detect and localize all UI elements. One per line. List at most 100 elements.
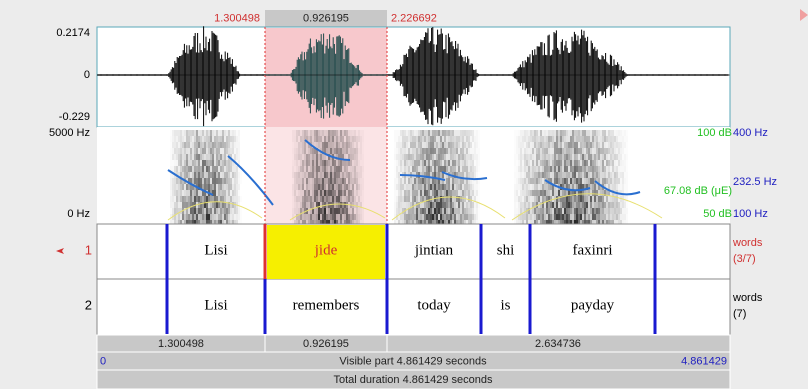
spectrogram-cell	[180, 142, 182, 148]
spectrogram-cell	[580, 136, 582, 142]
spectrogram-cell	[560, 166, 562, 172]
spectrogram-cell	[478, 130, 480, 136]
spectrogram-cell	[564, 136, 566, 142]
spectrogram-cell	[556, 208, 558, 214]
spectrogram-cell	[234, 196, 236, 202]
spectrogram-cell	[358, 142, 360, 148]
spectrogram-cell	[228, 160, 230, 166]
spectrogram-cell	[590, 148, 592, 154]
spectrogram-cell	[216, 130, 218, 136]
spectrogram-cell	[302, 190, 304, 196]
spectrogram-cell	[452, 154, 454, 160]
spectrogram-cell	[540, 202, 542, 208]
interval-label[interactable]: today	[417, 297, 451, 313]
spectrogram-cell	[528, 154, 530, 160]
spectrogram-cell	[312, 136, 314, 142]
spectrogram-cell	[220, 160, 222, 166]
spectrogram-cell	[294, 166, 296, 172]
spectrogram-cell	[458, 148, 460, 154]
spectrogram-cell	[410, 208, 412, 214]
spectrogram-cell	[418, 214, 420, 220]
spectrogram-cell	[348, 142, 350, 148]
spectrogram-cell	[236, 148, 238, 154]
spectrogram-cell	[544, 184, 546, 190]
spectrogram-cell	[412, 208, 414, 214]
interval-label[interactable]: jide	[314, 242, 338, 258]
spectrogram-cell	[322, 184, 324, 190]
spectrogram-cell	[188, 136, 190, 142]
spectrogram-cell	[458, 202, 460, 208]
interval-label[interactable]: Lisi	[204, 297, 227, 313]
spectrogram-cell	[432, 184, 434, 190]
interval-label[interactable]: remembers	[293, 297, 360, 313]
spectrogram-cell	[226, 136, 228, 142]
spectrogram-cell	[232, 142, 234, 148]
spectrogram-cell	[558, 202, 560, 208]
spectrogram-cell	[360, 184, 362, 190]
spectrogram-cell	[538, 190, 540, 196]
spectrogram-cell	[468, 154, 470, 160]
interval-label[interactable]: jintian	[414, 242, 454, 258]
interval-label[interactable]: shi	[497, 242, 515, 258]
spectrogram-cell	[230, 166, 232, 172]
spectrogram-cell	[300, 184, 302, 190]
spectrogram-cell	[550, 136, 552, 142]
spectrogram-cell	[430, 202, 432, 208]
spectrogram-cell	[324, 172, 326, 178]
spectrogram-cell	[550, 130, 552, 136]
spectrogram-cell	[226, 130, 228, 136]
spectrogram-cell	[226, 172, 228, 178]
spectrogram-cell	[584, 202, 586, 208]
spectrogram-cell	[606, 136, 608, 142]
spectrogram-cell	[292, 202, 294, 208]
spectrogram-cell	[338, 190, 340, 196]
spectrogram-cell	[350, 196, 352, 202]
spectrogram-cell	[218, 178, 220, 184]
spectrogram-cell	[450, 202, 452, 208]
spectrogram-cell	[322, 160, 324, 166]
spectrogram-cell	[596, 154, 598, 160]
spectrogram-cell	[624, 214, 626, 220]
spectrogram-cell	[198, 190, 200, 196]
interval-label[interactable]: faxinri	[573, 242, 613, 258]
spectrogram-cell	[218, 130, 220, 136]
spectrogram-cell	[618, 172, 620, 178]
spectrogram-cell	[538, 184, 540, 190]
spectrogram-cell	[404, 130, 406, 136]
spectrogram-cell	[554, 214, 556, 220]
spectrogram-cell	[564, 142, 566, 148]
spectrogram-cell	[578, 160, 580, 166]
interval-label[interactable]: is	[500, 297, 510, 313]
spectrogram-cell	[516, 136, 518, 142]
spectrogram-cell	[210, 196, 212, 202]
spectrogram-cell	[214, 190, 216, 196]
spectrogram-cell	[304, 196, 306, 202]
spectrogram-cell	[608, 166, 610, 172]
spectrogram-cell	[360, 178, 362, 184]
spectrogram-cell	[422, 178, 424, 184]
spectrogram-cell	[566, 172, 568, 178]
spectrogram-cell	[336, 160, 338, 166]
spectrogram-cell	[514, 172, 516, 178]
spectrogram-cell	[302, 172, 304, 178]
spectrogram-cell	[430, 142, 432, 148]
spectrogram-cell	[354, 130, 356, 136]
spectrogram-cell	[312, 130, 314, 136]
spectrogram-cell	[556, 142, 558, 148]
spectrogram-cell	[520, 142, 522, 148]
spectrogram-cell	[338, 160, 340, 166]
spectrogram-cell	[398, 196, 400, 202]
spectrogram-cell	[518, 148, 520, 154]
spectrogram-cell	[550, 196, 552, 202]
spectrogram-cell	[540, 136, 542, 142]
spectrogram-cell	[448, 142, 450, 148]
spectrogram-cell	[546, 214, 548, 220]
spectrogram-cell	[402, 142, 404, 148]
spectrogram-cell	[570, 136, 572, 142]
interval-label[interactable]: payday	[571, 297, 615, 313]
spectrogram-cell	[192, 208, 194, 214]
spectrogram-cell	[606, 148, 608, 154]
spectrogram-cell	[430, 166, 432, 172]
spectrogram-cell	[396, 166, 398, 172]
interval-label[interactable]: Lisi	[204, 242, 227, 258]
